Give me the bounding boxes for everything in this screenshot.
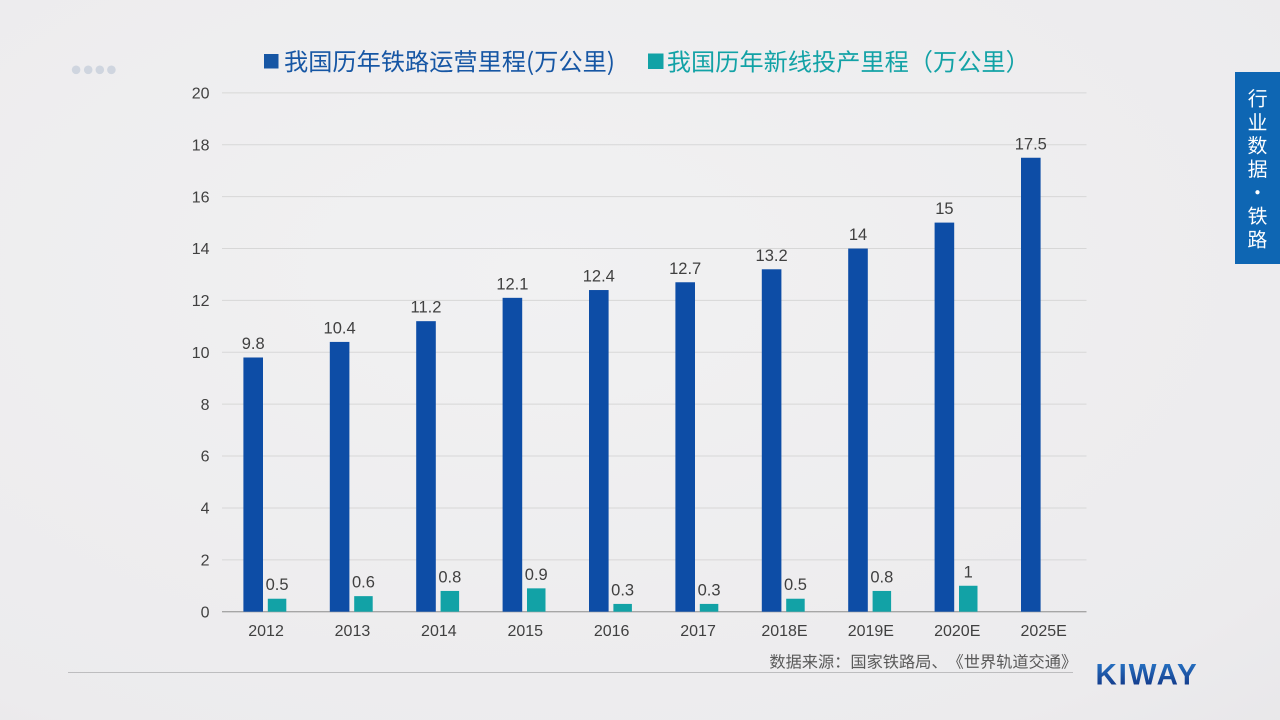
svg-text:2016: 2016 bbox=[594, 623, 630, 640]
svg-text:2: 2 bbox=[201, 552, 210, 569]
svg-text:0.3: 0.3 bbox=[698, 581, 721, 599]
svg-text:12.1: 12.1 bbox=[496, 275, 528, 293]
svg-text:4: 4 bbox=[201, 501, 210, 518]
svg-text:12: 12 bbox=[192, 293, 210, 310]
svg-text:0.9: 0.9 bbox=[525, 566, 548, 584]
svg-text:10: 10 bbox=[192, 345, 210, 362]
svg-text:2015: 2015 bbox=[507, 623, 543, 640]
svg-text:8: 8 bbox=[201, 397, 210, 414]
svg-text:0.6: 0.6 bbox=[352, 574, 375, 592]
svg-text:0.8: 0.8 bbox=[438, 568, 461, 586]
svg-text:0.8: 0.8 bbox=[870, 568, 893, 586]
svg-text:20: 20 bbox=[192, 86, 210, 103]
svg-text:2013: 2013 bbox=[335, 623, 371, 640]
svg-text:13.2: 13.2 bbox=[756, 247, 788, 265]
svg-text:2018E: 2018E bbox=[761, 623, 807, 640]
svg-text:12.4: 12.4 bbox=[583, 268, 615, 286]
svg-text:0: 0 bbox=[201, 604, 210, 621]
svg-text:0.5: 0.5 bbox=[784, 576, 807, 594]
svg-text:17.5: 17.5 bbox=[1015, 135, 1047, 153]
svg-text:0.3: 0.3 bbox=[611, 581, 634, 599]
svg-text:KIWAY: KIWAY bbox=[1096, 659, 1199, 692]
svg-text:1: 1 bbox=[964, 563, 973, 581]
svg-text:15: 15 bbox=[935, 200, 953, 218]
svg-text:2019E: 2019E bbox=[848, 623, 894, 640]
svg-text:2025E: 2025E bbox=[1021, 623, 1067, 640]
svg-text:9.8: 9.8 bbox=[242, 335, 265, 353]
svg-text:14: 14 bbox=[849, 226, 867, 244]
svg-text:14: 14 bbox=[192, 241, 210, 258]
svg-text:2014: 2014 bbox=[421, 623, 457, 640]
svg-text:2017: 2017 bbox=[680, 623, 716, 640]
svg-text:6: 6 bbox=[201, 449, 210, 466]
svg-text:10.4: 10.4 bbox=[324, 319, 356, 337]
svg-text:2012: 2012 bbox=[248, 623, 284, 640]
svg-text:12.7: 12.7 bbox=[669, 260, 701, 278]
svg-text:0.5: 0.5 bbox=[266, 576, 289, 594]
svg-text:2020E: 2020E bbox=[934, 623, 980, 640]
svg-text:11.2: 11.2 bbox=[411, 299, 442, 317]
svg-text:18: 18 bbox=[192, 137, 210, 154]
svg-text:16: 16 bbox=[192, 189, 210, 206]
